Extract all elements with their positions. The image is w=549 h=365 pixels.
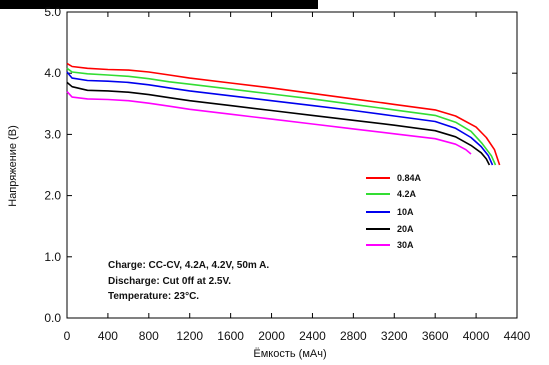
y-axis-ticks: 0.0 1.0 2.0 3.0 4.0 5.0 (44, 5, 517, 325)
x-tick-label: 800 (139, 329, 159, 343)
series-line-2 (66, 71, 494, 166)
legend-label-1: 4.2A (397, 189, 417, 199)
y-axis-title: Напряжение (В) (7, 125, 19, 207)
x-tick-label: 4000 (463, 329, 490, 343)
x-axis-title: Ёмкость (мАч) (253, 348, 326, 360)
x-tick-label: 2400 (299, 329, 326, 343)
legend: 0.84A 4.2A 10A 20A 30A (366, 173, 422, 250)
y-tick-label: 2.0 (44, 189, 61, 203)
series-lines (66, 62, 501, 166)
series-line-0 (66, 62, 501, 166)
legend-label-2: 10A (397, 207, 414, 217)
x-tick-label: 4400 (504, 329, 531, 343)
x-tick-label: 1200 (176, 329, 203, 343)
y-tick-label: 4.0 (44, 66, 61, 80)
x-axis-ticks: 0 400 800 1200 1600 2000 2400 2800 3200 3600 4000 4… (64, 12, 531, 343)
y-tick-label: 3.0 (44, 127, 61, 141)
y-tick-label: 5.0 (44, 5, 61, 19)
y-tick-label: 1.0 (44, 250, 61, 264)
x-tick-label: 3600 (422, 329, 449, 343)
x-tick-label: 2000 (258, 329, 285, 343)
note-discharge: Discharge: Cut 0ff at 2.5V. (108, 276, 231, 287)
series-line-3 (66, 81, 491, 166)
legend-label-3: 20A (397, 224, 414, 234)
note-temperature: Temperature: 23°C. (108, 291, 199, 302)
x-tick-label: 3200 (381, 329, 408, 343)
x-tick-label: 400 (98, 329, 118, 343)
note-charge: Charge: CC-CV, 4.2A, 4.2V, 50m A. (108, 260, 269, 271)
x-tick-label: 0 (64, 329, 71, 343)
series-line-1 (66, 67, 497, 166)
legend-label-0: 0.84A (397, 173, 422, 183)
header-bar (0, 0, 318, 9)
y-tick-label: 0.0 (44, 311, 61, 325)
x-tick-label: 2800 (340, 329, 367, 343)
x-tick-label: 1600 (217, 329, 244, 343)
legend-label-4: 30A (397, 240, 414, 250)
plot-area (66, 11, 518, 319)
series-line-4 (66, 91, 472, 155)
test-conditions-note: Charge: CC-CV, 4.2A, 4.2V, 50m A. Discha… (108, 260, 269, 302)
